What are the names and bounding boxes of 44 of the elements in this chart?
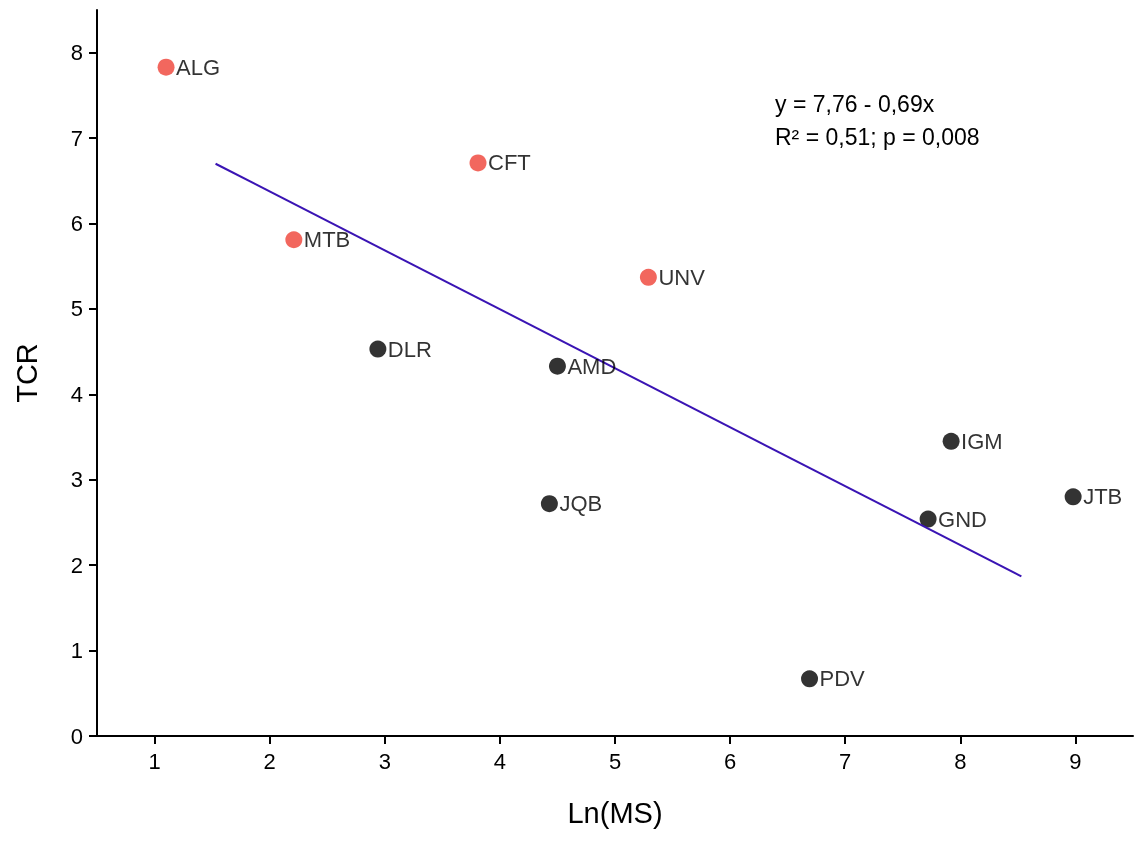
x-tick-label: 4 bbox=[493, 748, 507, 774]
point bbox=[540, 495, 558, 513]
y-tick-label: 7 bbox=[70, 125, 83, 151]
x-tick-label: 6 bbox=[723, 748, 737, 774]
point bbox=[1064, 488, 1082, 506]
x-tick-label: 2 bbox=[263, 748, 276, 774]
annotation: GND bbox=[938, 506, 987, 532]
point bbox=[919, 510, 937, 528]
x-tick-label: 1 bbox=[148, 748, 161, 774]
x-tick-label: 5 bbox=[608, 748, 622, 774]
annotation: R² = 0,51; p = 0,008 bbox=[775, 123, 980, 150]
y-tick-label: 4 bbox=[70, 381, 83, 407]
point bbox=[801, 670, 819, 688]
point bbox=[469, 154, 487, 172]
annotation: JQB bbox=[559, 491, 603, 517]
point bbox=[157, 58, 175, 76]
annotation: DLR bbox=[387, 336, 432, 362]
y-tick-label: 1 bbox=[70, 638, 83, 664]
annotation: ALG bbox=[176, 54, 221, 80]
point bbox=[942, 432, 960, 450]
annotation: CFT bbox=[488, 150, 531, 176]
y-axis-title: TCR bbox=[10, 343, 43, 403]
x-tick-label: 9 bbox=[1069, 748, 1082, 774]
annotation: UNV bbox=[658, 264, 706, 290]
y-tick-label: 0 bbox=[70, 723, 83, 749]
x-axis-title: Ln(MS) bbox=[567, 796, 663, 829]
y-tick-label: 2 bbox=[70, 552, 83, 578]
y-tick-label: 6 bbox=[70, 211, 83, 237]
y-tick-label: 8 bbox=[70, 40, 83, 66]
y-tick-label: 3 bbox=[70, 467, 83, 493]
point bbox=[285, 231, 303, 249]
point bbox=[548, 357, 566, 375]
annotation: IGM bbox=[961, 428, 1003, 454]
x-tick-label: 7 bbox=[839, 748, 852, 774]
annotation: AMD bbox=[567, 353, 617, 379]
point bbox=[369, 340, 387, 358]
y-tick-label: 5 bbox=[70, 296, 83, 322]
x-tick-label: 8 bbox=[954, 748, 967, 774]
annotation: PDV bbox=[819, 666, 866, 692]
point bbox=[639, 268, 657, 286]
x-tick-label: 3 bbox=[378, 748, 391, 774]
annotation: MTB bbox=[303, 227, 351, 253]
annotation: JTB bbox=[1083, 484, 1123, 510]
annotation: y = 7,76 - 0,69x bbox=[775, 90, 935, 117]
